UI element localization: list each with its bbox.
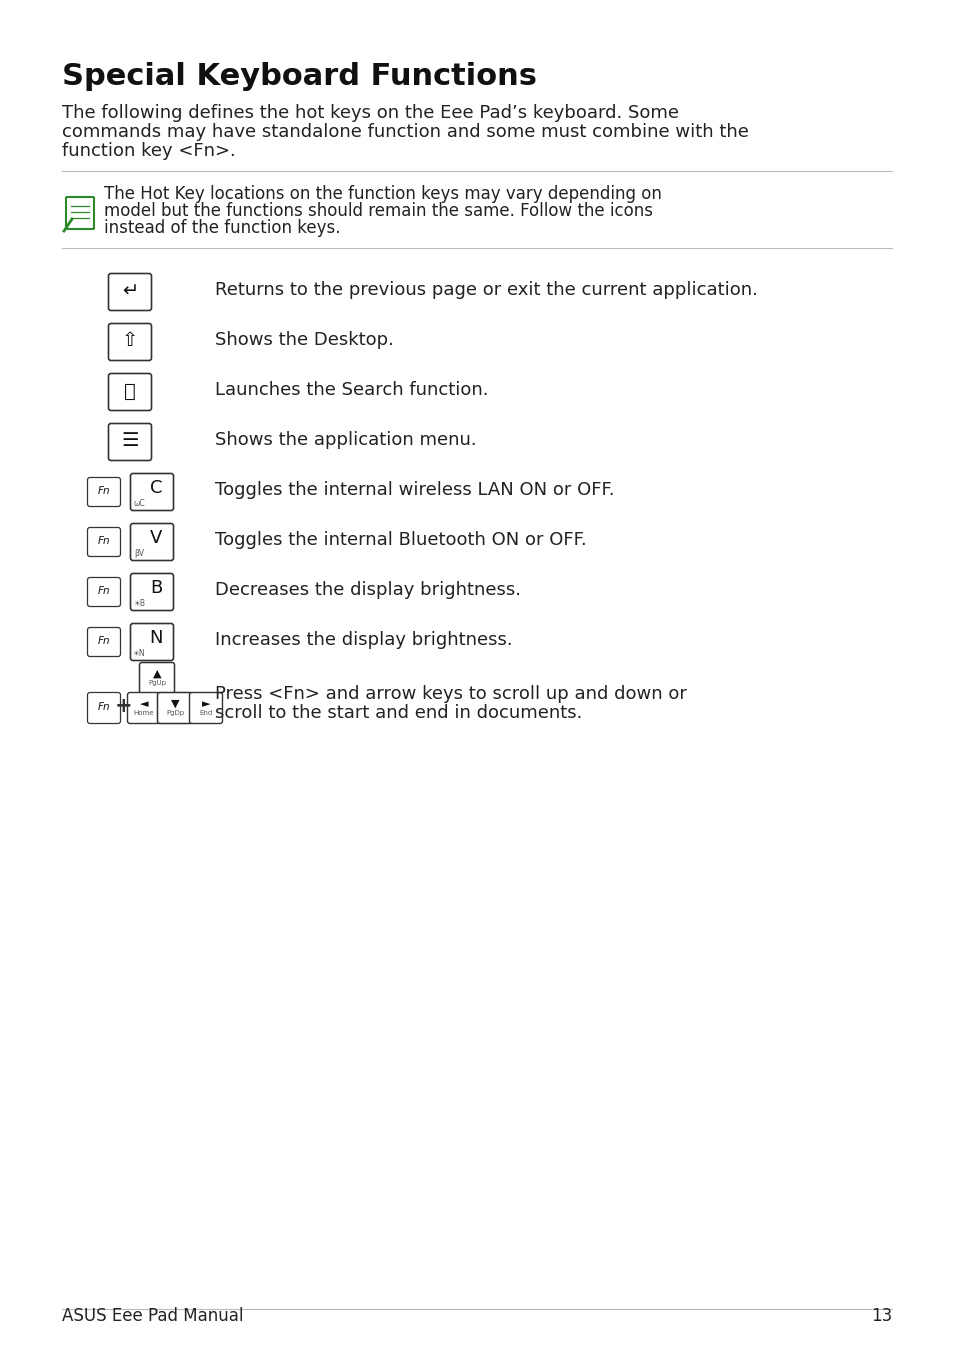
FancyBboxPatch shape [190,692,222,723]
Text: Fn: Fn [97,486,111,497]
FancyBboxPatch shape [128,692,160,723]
Text: ☰: ☰ [121,432,138,451]
Text: function key <Fn>.: function key <Fn>. [62,142,235,160]
Text: ↵: ↵ [122,281,138,300]
Text: N: N [149,630,163,647]
FancyBboxPatch shape [131,574,173,611]
FancyBboxPatch shape [109,323,152,361]
Text: End: End [199,710,213,716]
Text: ⇧: ⇧ [122,331,138,350]
Text: model but the functions should remain the same. Follow the icons: model but the functions should remain th… [104,202,652,220]
Text: Special Keyboard Functions: Special Keyboard Functions [62,62,537,91]
Text: Shows the Desktop.: Shows the Desktop. [214,331,394,349]
FancyBboxPatch shape [131,474,173,510]
Text: B: B [150,579,162,597]
Text: Toggles the internal wireless LAN ON or OFF.: Toggles the internal wireless LAN ON or … [214,480,614,499]
Text: Fn: Fn [97,636,111,646]
FancyBboxPatch shape [109,373,152,411]
Text: Press <Fn> and arrow keys to scroll up and down or: Press <Fn> and arrow keys to scroll up a… [214,685,686,703]
FancyBboxPatch shape [131,524,173,560]
Text: Fn: Fn [97,702,111,712]
FancyBboxPatch shape [109,423,152,460]
Text: ▼: ▼ [171,699,179,708]
Text: Decreases the display brightness.: Decreases the display brightness. [214,581,520,598]
FancyBboxPatch shape [139,662,174,693]
Text: Launches the Search function.: Launches the Search function. [214,381,488,399]
FancyBboxPatch shape [131,623,173,661]
Text: βV: βV [133,548,144,558]
Text: Increases the display brightness.: Increases the display brightness. [214,631,512,649]
Text: The following defines the hot keys on the Eee Pad’s keyboard. Some: The following defines the hot keys on th… [62,104,679,122]
FancyBboxPatch shape [157,692,193,723]
Text: ⌕: ⌕ [124,381,135,400]
Text: Shows the application menu.: Shows the application menu. [214,432,477,449]
Text: V: V [150,529,162,547]
Text: Fn: Fn [97,586,111,596]
Text: ωC: ωC [133,498,145,508]
Text: Returns to the previous page or exit the current application.: Returns to the previous page or exit the… [214,281,757,299]
FancyBboxPatch shape [109,274,152,311]
FancyBboxPatch shape [88,692,120,723]
FancyBboxPatch shape [88,528,120,556]
Text: Home: Home [133,710,154,716]
FancyBboxPatch shape [88,627,120,657]
Text: ☀N: ☀N [132,649,145,658]
Text: ►: ► [201,699,210,708]
FancyBboxPatch shape [88,478,120,506]
Text: PgUp: PgUp [148,680,166,687]
FancyBboxPatch shape [66,197,94,229]
Text: ☀B: ☀B [132,598,145,608]
Text: ASUS Eee Pad Manual: ASUS Eee Pad Manual [62,1307,243,1324]
Text: The Hot Key locations on the function keys may vary depending on: The Hot Key locations on the function ke… [104,185,661,204]
Text: ▲: ▲ [152,669,161,678]
Text: Fn: Fn [97,536,111,546]
Text: instead of the function keys.: instead of the function keys. [104,218,340,237]
Text: PgDp: PgDp [166,710,184,716]
Text: Toggles the internal Bluetooth ON or OFF.: Toggles the internal Bluetooth ON or OFF… [214,531,586,550]
Text: C: C [150,479,162,497]
Text: 13: 13 [870,1307,891,1324]
Text: ◄: ◄ [139,699,148,708]
Text: scroll to the start and end in documents.: scroll to the start and end in documents… [214,704,581,722]
Text: +: + [115,696,132,716]
FancyBboxPatch shape [88,578,120,607]
Text: commands may have standalone function and some must combine with the: commands may have standalone function an… [62,123,748,141]
